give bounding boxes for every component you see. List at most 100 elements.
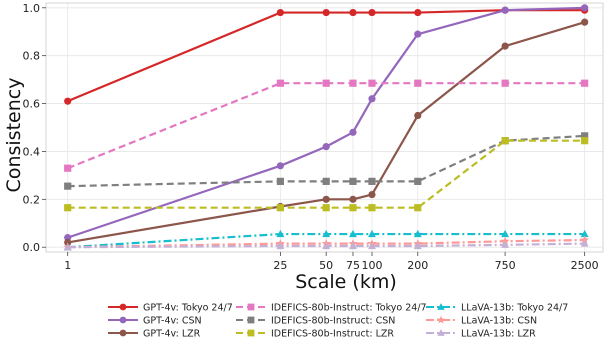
legend-label: GPT-4v: Tokyo 24/7: [143, 303, 233, 314]
legend-marker: [437, 303, 445, 310]
x-tick-label: 2500: [571, 259, 599, 272]
data-point: [414, 8, 422, 17]
data-point: [580, 239, 589, 247]
data-point: [581, 137, 589, 145]
data-point: [349, 177, 357, 185]
data-point: [276, 8, 284, 17]
data-point: [276, 229, 285, 238]
legend-marker: [437, 329, 445, 336]
series-lines: [63, 4, 590, 251]
x-ticks: 1 25 50 75 100 200 750 2500: [64, 252, 599, 272]
data-point: [276, 79, 284, 87]
legend-item: GPT-4v: CSN: [108, 316, 202, 327]
legend-label: IDEFICS-80b-Instruct: Tokyo 24/7: [271, 303, 427, 314]
data-point: [368, 8, 376, 17]
series-line: [67, 242, 585, 249]
legend-marker: [247, 316, 255, 324]
series-line: [67, 139, 585, 209]
data-point: [322, 8, 330, 17]
series-line: [67, 6, 585, 239]
y-axis-label: Consistency: [3, 78, 25, 193]
y-tick-label: 0.6: [23, 98, 41, 111]
data-point: [501, 240, 510, 248]
legend-item: LLaVA-13b: Tokyo 24/7: [426, 303, 568, 314]
data-point: [414, 30, 422, 38]
series-line: [67, 134, 585, 188]
series-line: [67, 9, 585, 103]
data-point: [501, 6, 509, 14]
y-tick-label: 0.2: [23, 193, 41, 206]
data-point: [368, 204, 376, 212]
x-tick-label: 750: [495, 259, 516, 272]
data-point: [276, 177, 284, 185]
data-point: [414, 79, 422, 87]
series-line: [67, 232, 585, 249]
legend-label: LLaVA-13b: Tokyo 24/7: [461, 303, 568, 314]
data-point: [276, 204, 284, 212]
legend-item: GPT-4v: Tokyo 24/7: [108, 303, 233, 314]
data-point: [322, 177, 330, 185]
legend-label: LLaVA-13b: CSN: [461, 316, 537, 327]
data-point: [501, 137, 509, 145]
data-point: [64, 238, 72, 247]
data-point: [368, 95, 376, 103]
data-point: [322, 241, 331, 250]
data-point: [349, 128, 357, 136]
data-point: [368, 79, 376, 87]
y-tick-label: 0.8: [23, 50, 41, 63]
legend-label: LLaVA-13b: LZR: [461, 329, 536, 340]
data-point: [349, 241, 357, 250]
legend-marker: [119, 303, 127, 311]
data-point: [64, 204, 72, 212]
x-tick-label: 75: [346, 259, 360, 272]
data-point: [581, 79, 589, 87]
legend-label: GPT-4v: CSN: [143, 316, 202, 327]
x-tick-label: 25: [273, 259, 287, 272]
x-tick-label: 200: [407, 259, 428, 272]
series-3: [64, 79, 589, 172]
data-point: [63, 243, 72, 251]
data-point: [349, 195, 357, 203]
data-point: [349, 79, 357, 87]
data-point: [322, 79, 330, 87]
series-line: [67, 82, 585, 170]
data-point: [580, 229, 589, 238]
data-point: [276, 162, 284, 170]
data-point: [368, 177, 376, 185]
data-point: [368, 229, 376, 238]
x-tick-label: 50: [319, 259, 333, 272]
y-tick-label: 0.0: [23, 241, 41, 254]
data-point: [368, 241, 376, 250]
series-line: [67, 238, 585, 249]
data-point: [414, 204, 422, 212]
data-point: [368, 190, 376, 199]
data-point: [501, 229, 510, 238]
plot-frame: [45, 2, 604, 253]
data-point: [322, 204, 330, 212]
data-point: [64, 164, 72, 172]
data-point: [413, 229, 422, 238]
y-tick-label: 0.4: [23, 145, 41, 158]
legend-label: IDEFICS-80b-Instruct: CSN: [271, 316, 395, 327]
data-point: [322, 143, 330, 151]
y-ticks: 0.0 0.2 0.4 0.6 0.8 1.0: [23, 2, 46, 254]
legend: GPT-4v: Tokyo 24/7 GPT-4v: CSN GPT-4v: LZR…: [108, 303, 568, 340]
x-tick-label: 1: [64, 259, 71, 272]
legend-item: IDEFICS-80b-Instruct: Tokyo 24/7: [236, 303, 427, 314]
y-tick-label: 1.0: [23, 2, 41, 15]
series-line: [67, 21, 585, 244]
legend-item: GPT-4v: LZR: [108, 329, 201, 340]
legend-marker: [119, 329, 127, 337]
data-point: [64, 182, 72, 190]
data-point: [413, 241, 422, 250]
data-point: [501, 42, 509, 50]
legend-label: GPT-4v: LZR: [143, 329, 201, 340]
legend-item: LLaVA-13b: CSN: [426, 316, 537, 327]
legend-item: IDEFICS-80b-Instruct: CSN: [236, 316, 395, 327]
legend-marker: [119, 316, 127, 324]
series-8: [63, 239, 589, 251]
legend-marker: [247, 303, 255, 311]
data-point: [322, 229, 331, 238]
data-point: [276, 241, 285, 250]
